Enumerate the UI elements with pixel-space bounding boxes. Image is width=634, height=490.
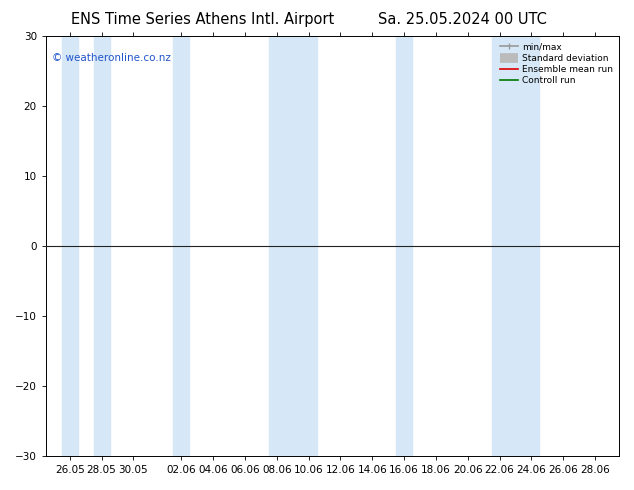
Text: ENS Time Series Athens Intl. Airport: ENS Time Series Athens Intl. Airport [71, 12, 335, 27]
Bar [94, 36, 110, 456]
Text: Sa. 25.05.2024 00 UTC: Sa. 25.05.2024 00 UTC [378, 12, 547, 27]
Bar [396, 36, 412, 456]
Bar [491, 36, 540, 456]
Legend: min/max, Standard deviation, Ensemble mean run, Controll run: min/max, Standard deviation, Ensemble me… [498, 41, 614, 87]
Bar [269, 36, 316, 456]
Bar [173, 36, 189, 456]
Text: © weatheronline.co.nz: © weatheronline.co.nz [51, 53, 171, 63]
Bar [62, 36, 78, 456]
